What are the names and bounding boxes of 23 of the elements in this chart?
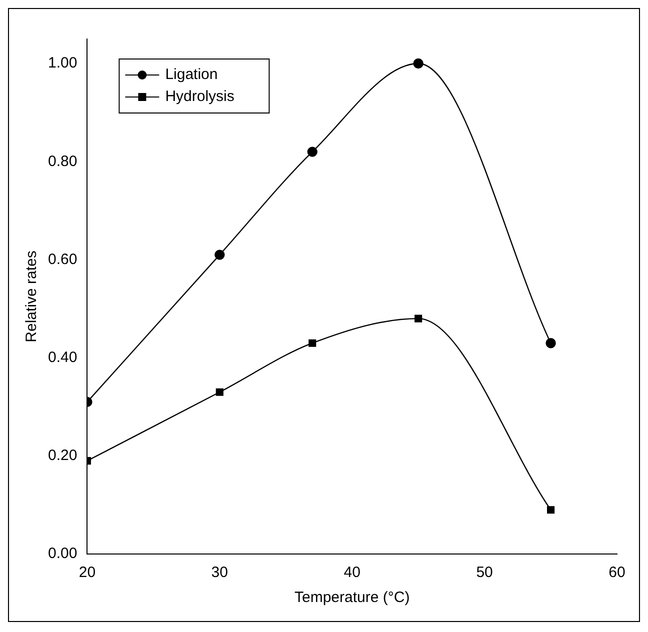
legend-label: Hydrolysis <box>165 88 234 106</box>
y-tick-label: 0.80 <box>48 152 78 170</box>
x-axis-title: Temperature (°C) <box>294 589 410 606</box>
x-tick-label: 60 <box>608 564 626 582</box>
point <box>414 314 422 322</box>
x-tick-label: 50 <box>476 564 493 582</box>
point <box>546 506 555 514</box>
y-tick-label: 0.60 <box>48 250 78 268</box>
x-tick-label: 30 <box>211 564 228 582</box>
y-axis-title: Relative rates <box>23 250 40 342</box>
point <box>546 338 556 348</box>
point <box>216 388 224 396</box>
point <box>413 58 424 69</box>
y-tick-label: 0.20 <box>48 447 78 464</box>
x-tick-label: 40 <box>344 564 360 582</box>
legend-label: Ligation <box>165 66 218 84</box>
y-tick-label: 1.00 <box>48 54 78 72</box>
x-tick-label: 20 <box>78 564 96 582</box>
y-tick-label: 0.40 <box>48 348 78 366</box>
point <box>214 250 225 260</box>
y-tick-label: 0.00 <box>48 545 78 562</box>
point <box>307 146 318 157</box>
point <box>308 339 316 347</box>
